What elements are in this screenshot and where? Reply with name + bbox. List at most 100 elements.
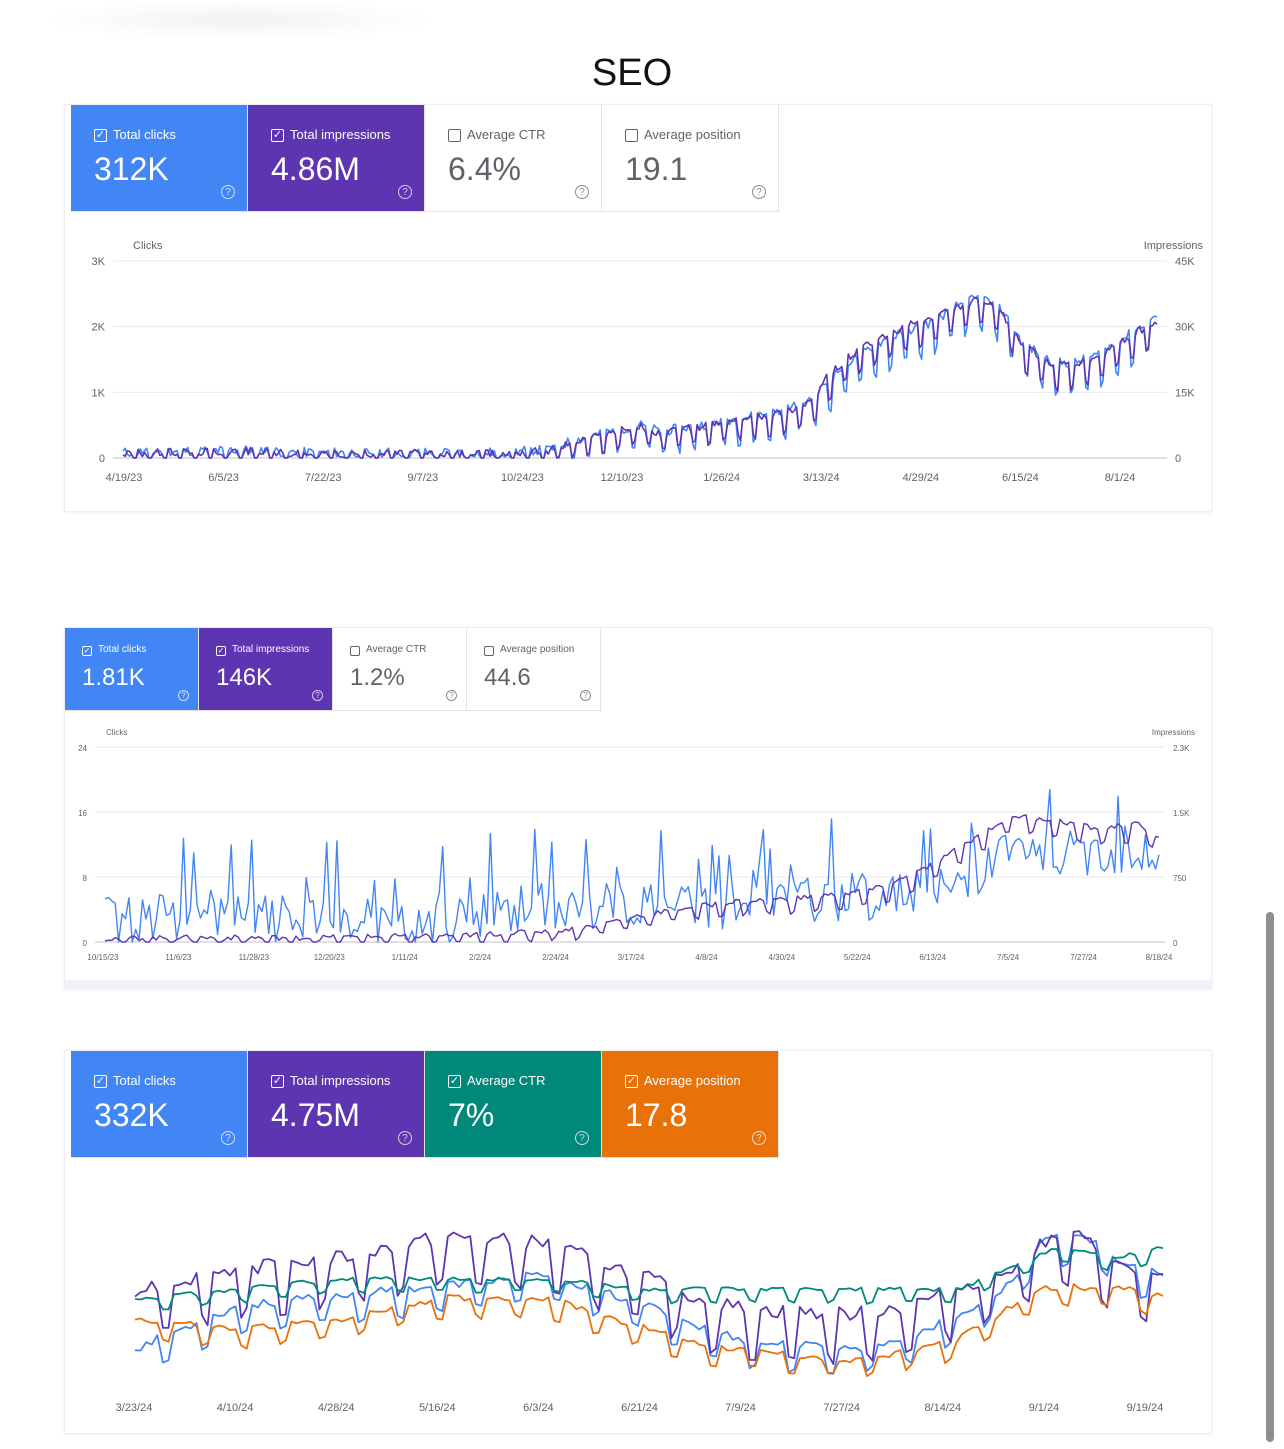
x-tick-label: 7/27/24 bbox=[823, 1402, 860, 1414]
x-tick-label: 6/21/24 bbox=[621, 1402, 658, 1414]
metric-label: Total clicks bbox=[113, 127, 176, 142]
metric-label: Average position bbox=[644, 127, 741, 142]
metric-card-average-ctr[interactable]: Average CTR 1.2%? bbox=[333, 628, 467, 711]
performance-chart-2: 0 0 8 750 16 1.5K 24 2.3K Clicks Impressions 10/15… bbox=[78, 728, 1195, 962]
y-left-tick-label: 1K bbox=[92, 387, 106, 399]
metric-card-total-clicks[interactable]: ✓ Total clicks 1.81K? bbox=[65, 628, 199, 711]
checkbox-icon[interactable]: ✓ bbox=[271, 129, 284, 142]
metric-card-average-ctr[interactable]: ✓ Average CTR 7%? bbox=[425, 1051, 602, 1158]
help-icon[interactable]: ? bbox=[312, 690, 323, 701]
x-tick-label: 4/29/24 bbox=[902, 472, 939, 484]
x-tick-label: 10/15/23 bbox=[87, 953, 119, 962]
performance-panel-3: ✓ Total clicks 332K? ✓ Total impressions 4.75… bbox=[64, 1050, 1212, 1434]
page-scrollbar[interactable] bbox=[1266, 912, 1274, 1442]
metric-label: Average CTR bbox=[467, 1073, 546, 1088]
metric-card-total-clicks[interactable]: ✓ Total clicks 312K? bbox=[71, 105, 248, 212]
metric-value: 4.75M bbox=[271, 1097, 360, 1133]
metric-value: 44.6 bbox=[484, 664, 531, 691]
y-right-tick-label: 2.3K bbox=[1173, 744, 1190, 753]
help-icon[interactable]: ? bbox=[752, 185, 766, 199]
checkbox-icon[interactable]: ✓ bbox=[216, 646, 226, 656]
x-tick-label: 5/22/24 bbox=[844, 953, 871, 962]
x-tick-label: 7/5/24 bbox=[997, 953, 1020, 962]
y-left-tick-label: 2K bbox=[92, 322, 106, 334]
y-left-tick-label: 24 bbox=[78, 744, 87, 753]
metric-value: 312K bbox=[94, 151, 169, 187]
metric-value: 146K bbox=[216, 664, 273, 691]
x-tick-label: 6/13/24 bbox=[919, 953, 946, 962]
top-shadow bbox=[40, 0, 440, 40]
help-icon[interactable]: ? bbox=[398, 1131, 412, 1145]
metric-cards-1: ✓ Total clicks 312K? ✓ Total impressions 4.86… bbox=[71, 105, 779, 212]
metric-card-average-position[interactable]: Average position 44.6? bbox=[467, 628, 601, 711]
metric-card-average-ctr[interactable]: Average CTR 6.4%? bbox=[425, 105, 602, 212]
checkbox-icon[interactable] bbox=[484, 646, 494, 656]
x-tick-label: 9/19/24 bbox=[1127, 1402, 1164, 1414]
checkbox-icon[interactable] bbox=[448, 129, 461, 142]
metric-cards-2: ✓ Total clicks 1.81K? ✓ Total impressions 146… bbox=[65, 628, 601, 711]
series-line-total-clicks bbox=[134, 1233, 1164, 1375]
help-icon[interactable]: ? bbox=[446, 690, 457, 701]
x-tick-label: 9/1/24 bbox=[1029, 1402, 1060, 1414]
series-line-average-ctr bbox=[134, 1246, 1164, 1311]
metric-value: 1.2% bbox=[350, 664, 405, 691]
series-line-total-impressions bbox=[122, 297, 1158, 459]
checkbox-icon[interactable]: ✓ bbox=[94, 1075, 107, 1088]
metric-label: Average CTR bbox=[467, 127, 546, 142]
x-tick-label: 8/18/24 bbox=[1146, 953, 1173, 962]
series-line-total-clicks bbox=[122, 294, 1158, 459]
checkbox-icon[interactable]: ✓ bbox=[625, 1075, 638, 1088]
metric-value: 4.86M bbox=[271, 151, 360, 187]
metric-card-total-impressions[interactable]: ✓ Total impressions 4.86M? bbox=[248, 105, 425, 212]
checkbox-icon[interactable] bbox=[350, 646, 360, 656]
help-icon[interactable]: ? bbox=[575, 1131, 589, 1145]
help-icon[interactable]: ? bbox=[575, 185, 589, 199]
y-right-axis-label: Impressions bbox=[1144, 240, 1204, 252]
x-tick-label: 4/8/24 bbox=[695, 953, 718, 962]
metric-card-total-impressions[interactable]: ✓ Total impressions 4.75M? bbox=[248, 1051, 425, 1158]
help-icon[interactable]: ? bbox=[580, 690, 591, 701]
help-icon[interactable]: ? bbox=[221, 1131, 235, 1145]
metric-value: 7% bbox=[448, 1097, 495, 1133]
y-left-tick-label: 3K bbox=[92, 256, 106, 268]
metric-card-total-clicks[interactable]: ✓ Total clicks 332K? bbox=[71, 1051, 248, 1158]
x-tick-label: 7/22/23 bbox=[305, 472, 342, 484]
x-tick-label: 11/6/23 bbox=[165, 953, 192, 962]
help-icon[interactable]: ? bbox=[178, 690, 189, 701]
metric-label: Total impressions bbox=[232, 644, 310, 655]
checkbox-icon[interactable]: ✓ bbox=[82, 646, 92, 656]
metric-card-total-impressions[interactable]: ✓ Total impressions 146K? bbox=[199, 628, 333, 711]
help-icon[interactable]: ? bbox=[221, 185, 235, 199]
checkbox-icon[interactable] bbox=[625, 129, 638, 142]
metric-value: 1.81K bbox=[82, 664, 145, 691]
checkbox-icon[interactable]: ✓ bbox=[448, 1075, 461, 1088]
x-tick-label: 7/27/24 bbox=[1070, 953, 1097, 962]
help-icon[interactable]: ? bbox=[752, 1131, 766, 1145]
x-tick-label: 2/2/24 bbox=[469, 953, 492, 962]
metric-card-average-position[interactable]: ✓ Average position 17.8? bbox=[602, 1051, 779, 1158]
x-tick-label: 6/15/24 bbox=[1002, 472, 1039, 484]
x-tick-label: 1/11/24 bbox=[392, 953, 419, 962]
y-right-tick-label: 1.5K bbox=[1173, 809, 1190, 818]
checkbox-icon[interactable]: ✓ bbox=[94, 129, 107, 142]
x-tick-label: 8/1/24 bbox=[1105, 472, 1136, 484]
x-tick-label: 4/10/24 bbox=[217, 1402, 254, 1414]
metric-value: 332K bbox=[94, 1097, 169, 1133]
help-icon[interactable]: ? bbox=[398, 185, 412, 199]
panel-bottom-shade bbox=[65, 980, 1211, 988]
y-right-tick-label: 750 bbox=[1173, 874, 1187, 883]
metric-card-average-position[interactable]: Average position 19.1? bbox=[602, 105, 779, 212]
y-left-tick-label: 16 bbox=[78, 809, 87, 818]
series-line-average-position bbox=[134, 1283, 1164, 1377]
series-line-total-clicks bbox=[104, 788, 1160, 943]
performance-chart-1: 0 0 1K 15K 2K 30K 3K 45K Clicks Impressions 4/19/2… bbox=[92, 240, 1204, 484]
x-tick-label: 12/10/23 bbox=[601, 472, 644, 484]
checkbox-icon[interactable]: ✓ bbox=[271, 1075, 284, 1088]
series-line-total-impressions bbox=[134, 1230, 1164, 1365]
y-left-axis-label: Clicks bbox=[106, 728, 127, 737]
y-right-tick-label: 0 bbox=[1173, 939, 1178, 948]
metric-value: 17.8 bbox=[625, 1097, 688, 1133]
metric-label: Total clicks bbox=[113, 1073, 176, 1088]
x-tick-label: 6/3/24 bbox=[523, 1402, 554, 1414]
y-left-tick-label: 8 bbox=[83, 874, 88, 883]
